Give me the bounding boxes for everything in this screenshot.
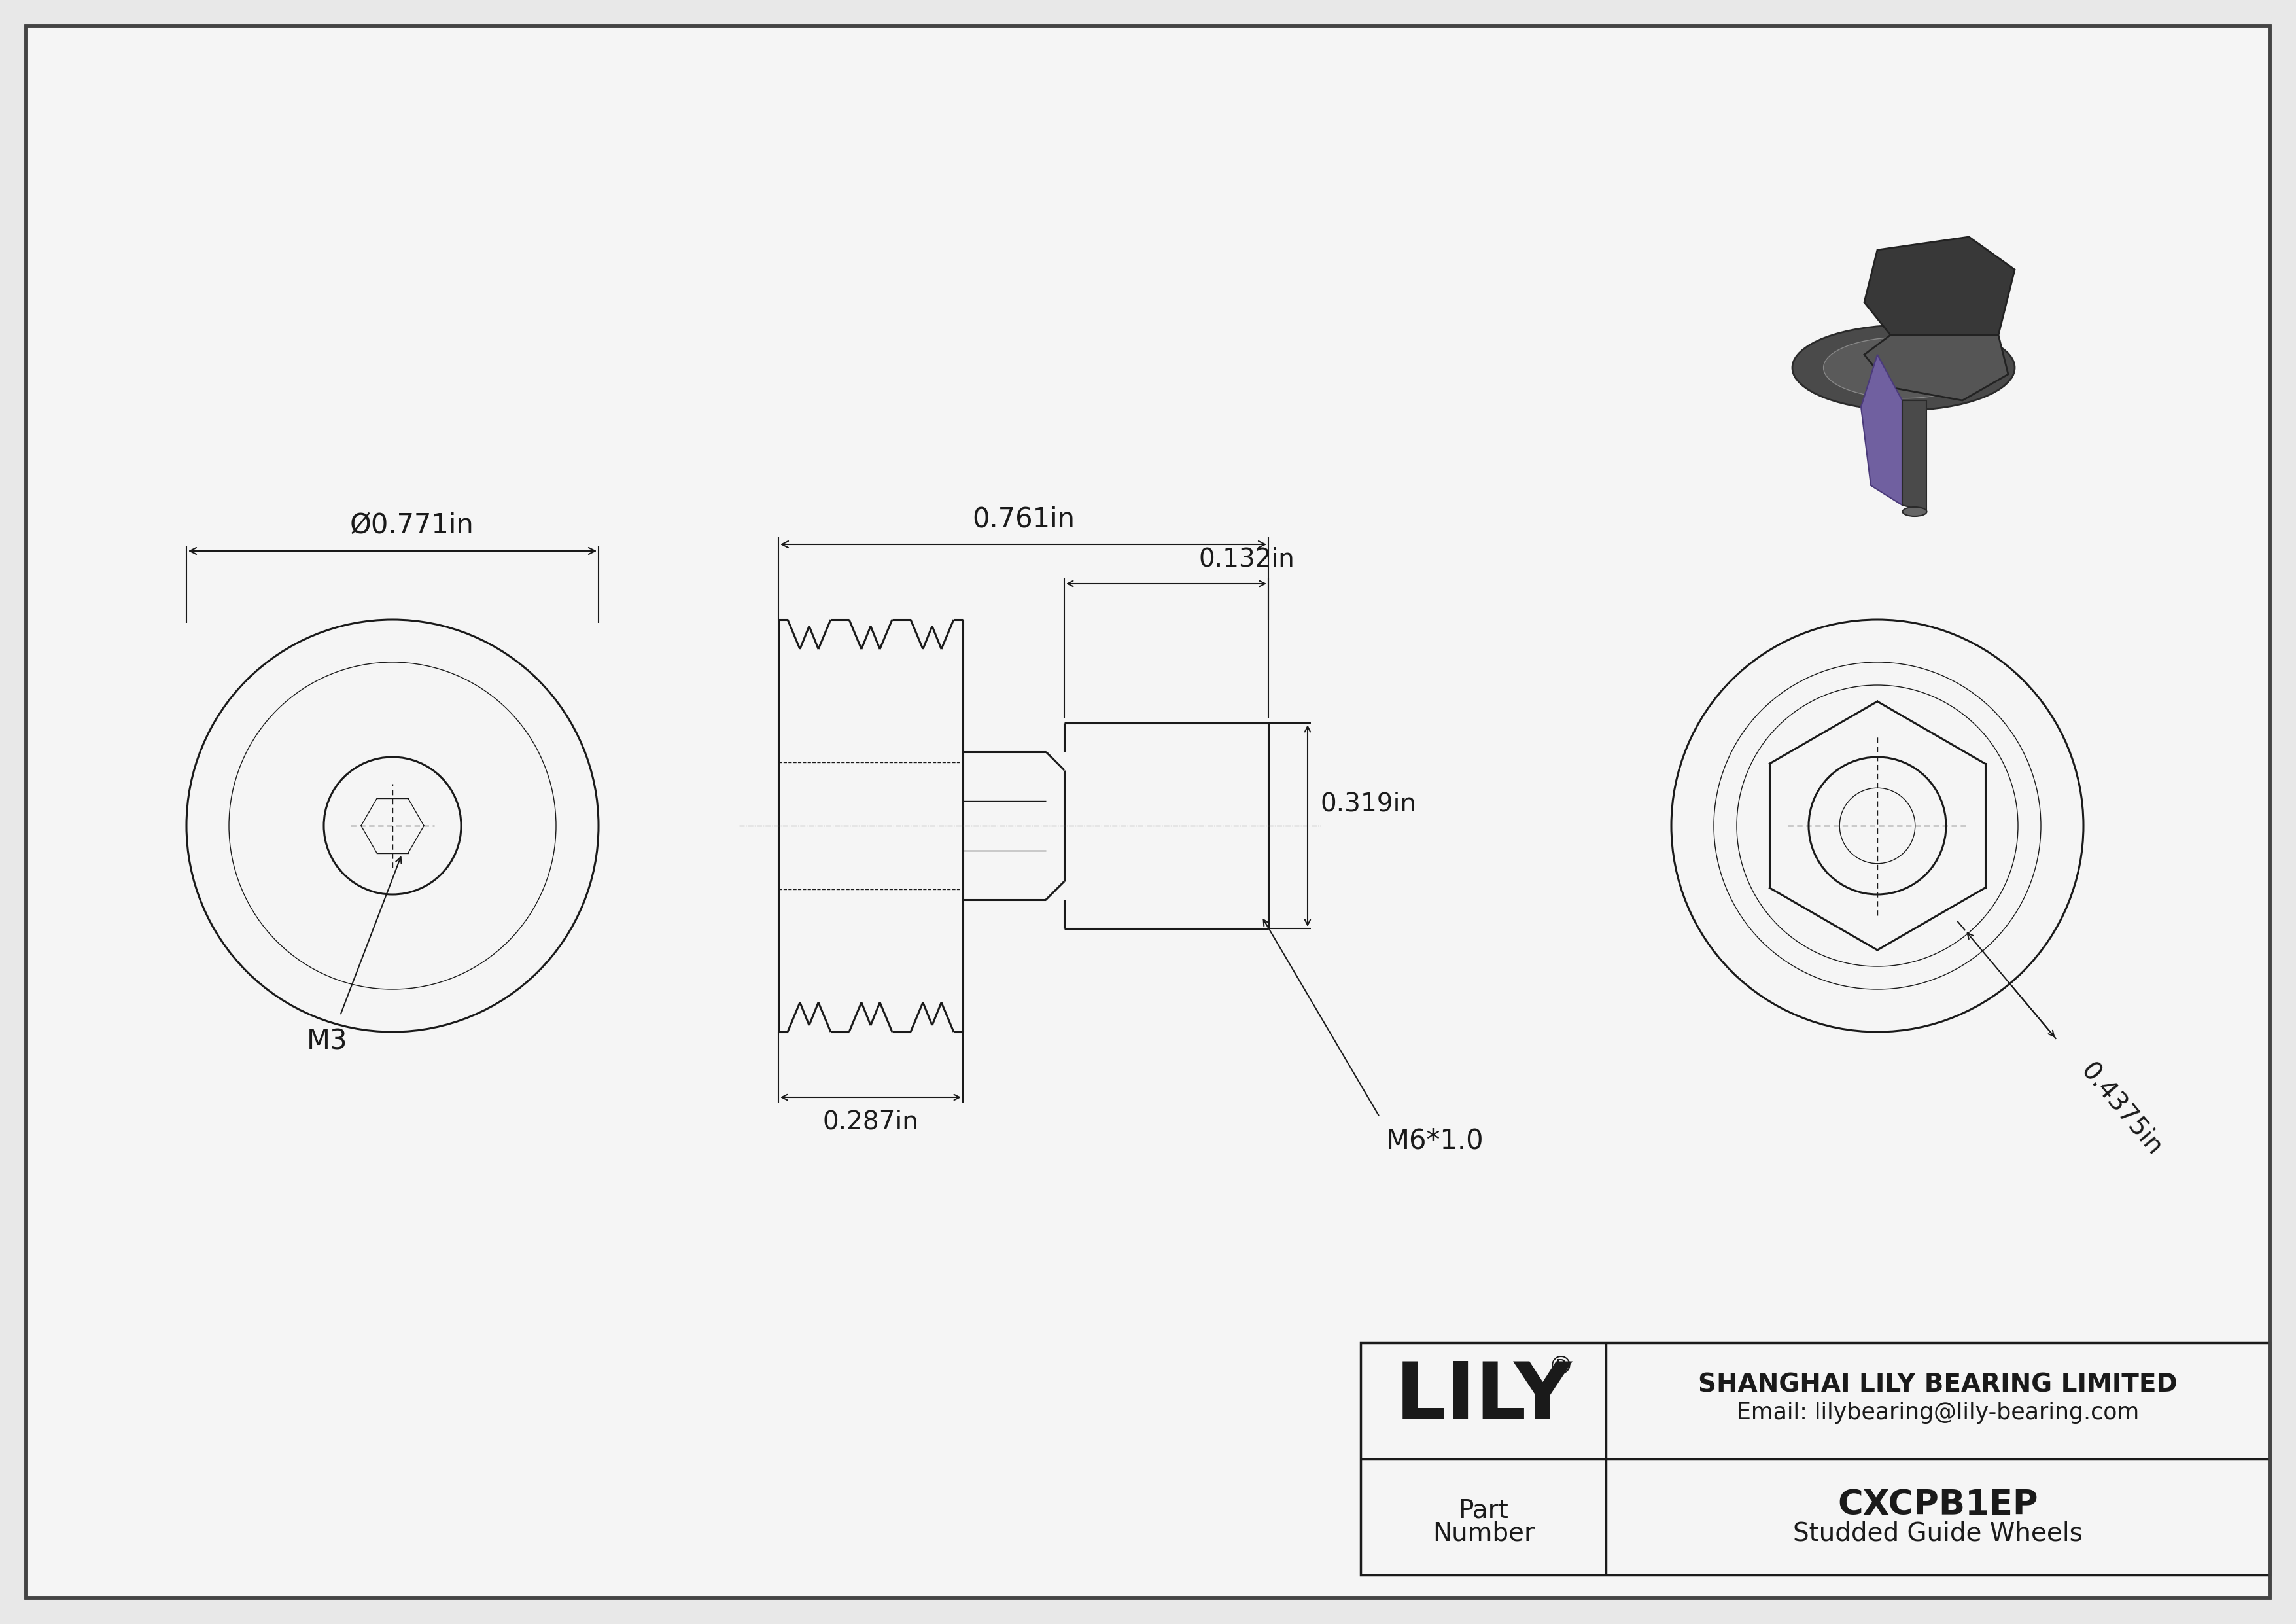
Text: Ø0.771in: Ø0.771in (349, 512, 475, 539)
Text: 0.319in: 0.319in (1320, 791, 1417, 815)
Ellipse shape (1793, 325, 2014, 411)
Polygon shape (1864, 335, 2009, 401)
Polygon shape (1862, 354, 1901, 505)
Text: 0.761in: 0.761in (971, 505, 1075, 533)
Ellipse shape (1823, 338, 1984, 398)
Text: M3: M3 (308, 1028, 347, 1054)
Text: 0.132in: 0.132in (1199, 547, 1295, 572)
Text: Part: Part (1458, 1497, 1508, 1523)
Text: CXCPB1EP: CXCPB1EP (1837, 1488, 2039, 1522)
Text: Number: Number (1433, 1520, 1534, 1546)
Text: 0.4375in: 0.4375in (2076, 1059, 2167, 1161)
Text: ®: ® (1548, 1354, 1573, 1379)
Text: LILY: LILY (1394, 1359, 1573, 1436)
Ellipse shape (1903, 507, 1926, 516)
Bar (1362, 1343, 2271, 1575)
Polygon shape (1864, 237, 2014, 335)
Text: Studded Guide Wheels: Studded Guide Wheels (1793, 1520, 2082, 1546)
Text: 0.287in: 0.287in (822, 1109, 918, 1134)
Text: SHANGHAI LILY BEARING LIMITED: SHANGHAI LILY BEARING LIMITED (1699, 1372, 2177, 1397)
Polygon shape (1901, 401, 1926, 512)
Text: Email: lilybearing@lily-bearing.com: Email: lilybearing@lily-bearing.com (1736, 1402, 2140, 1424)
Text: M6*1.0: M6*1.0 (1387, 1127, 1483, 1155)
